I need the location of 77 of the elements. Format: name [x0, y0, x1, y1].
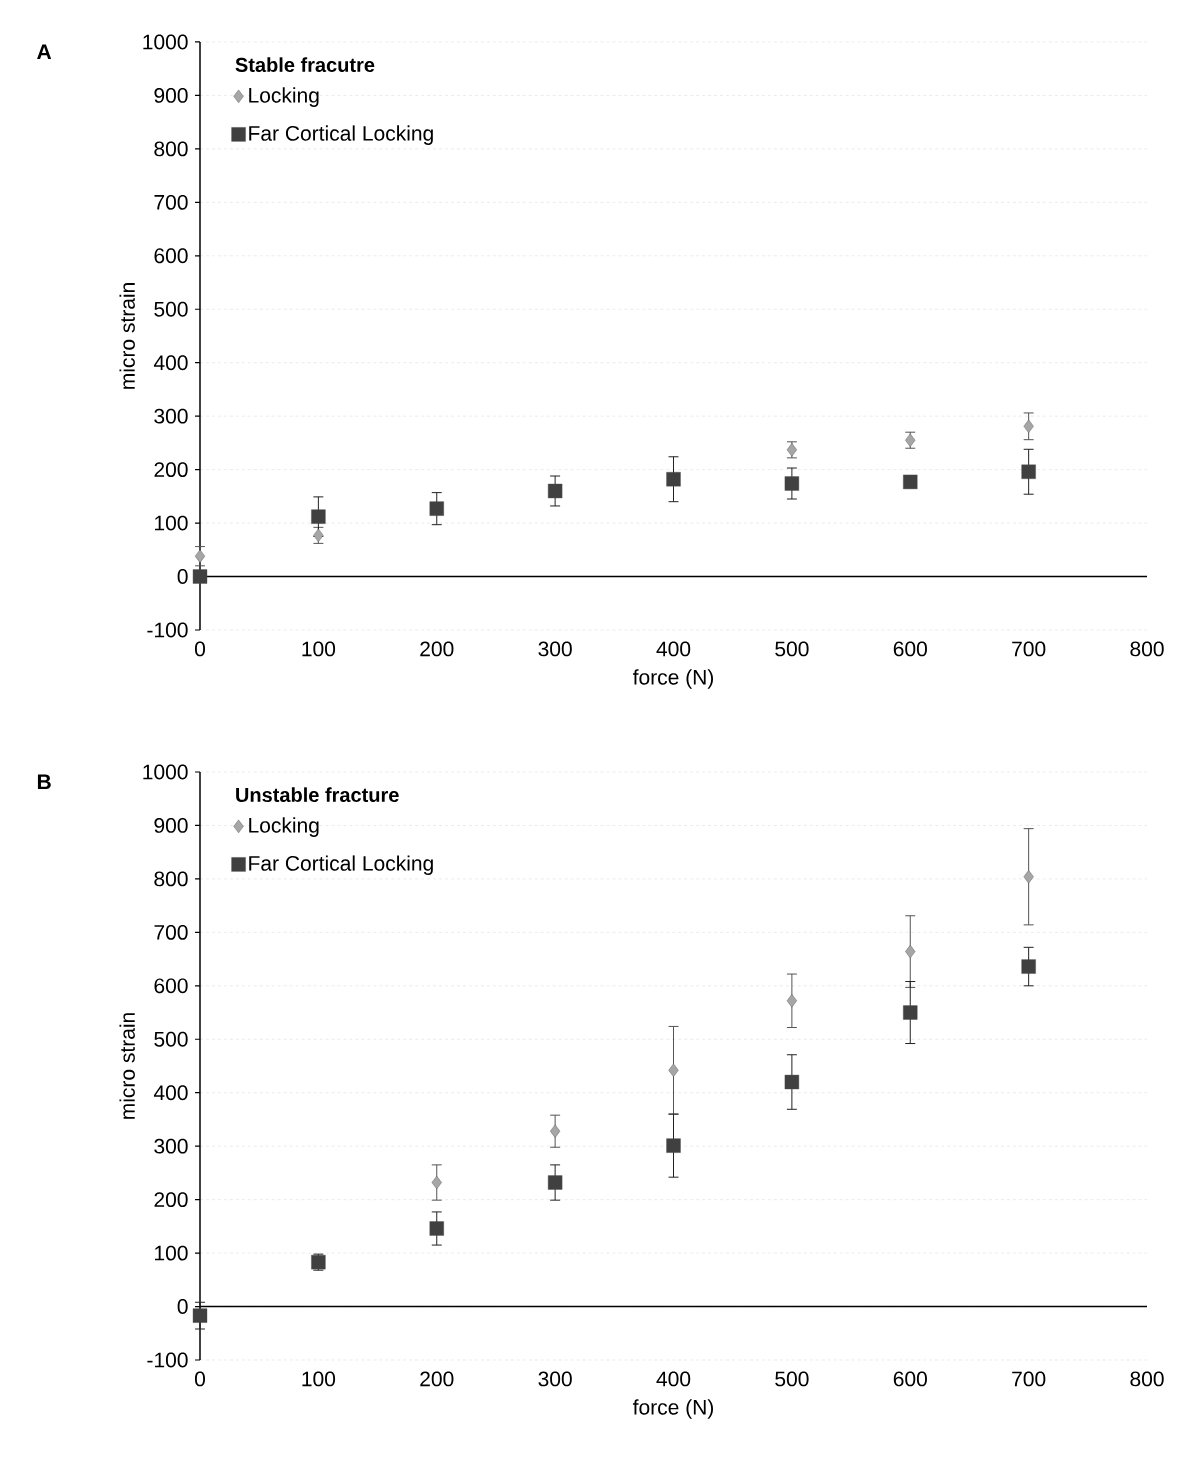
- y-tick-label: 1000: [143, 34, 188, 50]
- y-tick-label: -100: [147, 622, 188, 638]
- legend-label: Locking: [249, 87, 319, 107]
- x-tick-label: 100: [302, 1371, 336, 1387]
- x-tick-label: 0: [194, 641, 206, 657]
- text: Unstable fracture: [236, 787, 399, 803]
- y-tick-label: 200: [154, 462, 188, 478]
- point: [786, 994, 797, 1008]
- y-tick-label: 800: [154, 871, 188, 887]
- point: [1023, 419, 1034, 433]
- x-axis-title: force (N): [632, 669, 714, 689]
- point: [784, 1074, 800, 1090]
- point: [547, 483, 563, 499]
- point: [1023, 870, 1034, 884]
- point: [1021, 464, 1036, 479]
- point: [1021, 959, 1036, 974]
- x-tick-label: 700: [1012, 1371, 1046, 1387]
- y-tick-label: 100: [155, 515, 188, 531]
- point: [550, 1124, 561, 1138]
- point: [666, 1138, 681, 1153]
- text: A: [37, 44, 52, 59]
- y-tick-label: 400: [153, 355, 188, 371]
- y-tick-label: 800: [154, 141, 188, 157]
- y-tick-label: 200: [154, 1192, 188, 1208]
- point: [547, 1175, 563, 1190]
- point: [784, 476, 800, 491]
- point: [905, 944, 916, 959]
- x-tick-label: 300: [538, 1371, 572, 1387]
- point: [429, 1221, 444, 1236]
- y-tick-label: 600: [154, 978, 188, 994]
- x-tick-label: 200: [420, 1371, 454, 1387]
- y-tick-label: 500: [154, 301, 188, 317]
- legend-label: Far Cortical Locking: [249, 855, 433, 875]
- text: B: [37, 774, 51, 789]
- x-tick-label: 500: [775, 641, 809, 657]
- y-tick-label: 700: [154, 194, 188, 210]
- y-tick-label: 300: [154, 408, 188, 424]
- x-tick-label: 400: [656, 641, 691, 657]
- y-tick-label: 0: [177, 569, 188, 584]
- y-tick-label: 500: [154, 1031, 188, 1047]
- y-axis-title: micro strain: [119, 283, 135, 389]
- y-tick-label: 100: [155, 1245, 188, 1261]
- point: [192, 1308, 208, 1323]
- text: Stable fracutre: [235, 57, 375, 73]
- x-tick-label: 0: [194, 1371, 206, 1387]
- point: [903, 1005, 918, 1020]
- point: [666, 472, 681, 487]
- y-tick-label: -100: [147, 1352, 188, 1368]
- x-tick-label: 700: [1012, 641, 1046, 657]
- x-tick-label: 500: [775, 1371, 809, 1387]
- y-tick-label: 600: [154, 248, 188, 264]
- x-tick-label: 800: [1130, 1371, 1164, 1387]
- point: [668, 1063, 679, 1077]
- point: [194, 549, 206, 563]
- legend-label: Locking: [249, 817, 319, 837]
- x-tick-label: 100: [302, 641, 336, 657]
- y-axis-title: micro strain: [119, 1013, 135, 1119]
- y-tick-label: 900: [154, 818, 188, 833]
- x-tick-label: 600: [893, 641, 927, 657]
- y-tick-label: 300: [154, 1138, 188, 1154]
- point: [431, 1175, 442, 1190]
- y-tick-label: 900: [154, 88, 188, 103]
- x-tick-label: 800: [1130, 641, 1164, 657]
- x-axis-title: force (N): [632, 1399, 714, 1419]
- x-tick-label: 300: [538, 641, 572, 657]
- x-tick-label: 400: [656, 1371, 691, 1387]
- x-tick-label: 600: [893, 1371, 927, 1387]
- point: [311, 509, 326, 524]
- point: [903, 474, 918, 490]
- point: [192, 569, 208, 584]
- y-tick-label: 700: [154, 924, 188, 940]
- y-tick-label: 400: [153, 1085, 188, 1101]
- y-tick-label: 0: [177, 1299, 188, 1314]
- legend-label: Far Cortical Locking: [249, 125, 433, 145]
- x-tick-label: 200: [420, 641, 454, 657]
- point: [429, 501, 444, 516]
- y-tick-label: 1000: [143, 764, 188, 780]
